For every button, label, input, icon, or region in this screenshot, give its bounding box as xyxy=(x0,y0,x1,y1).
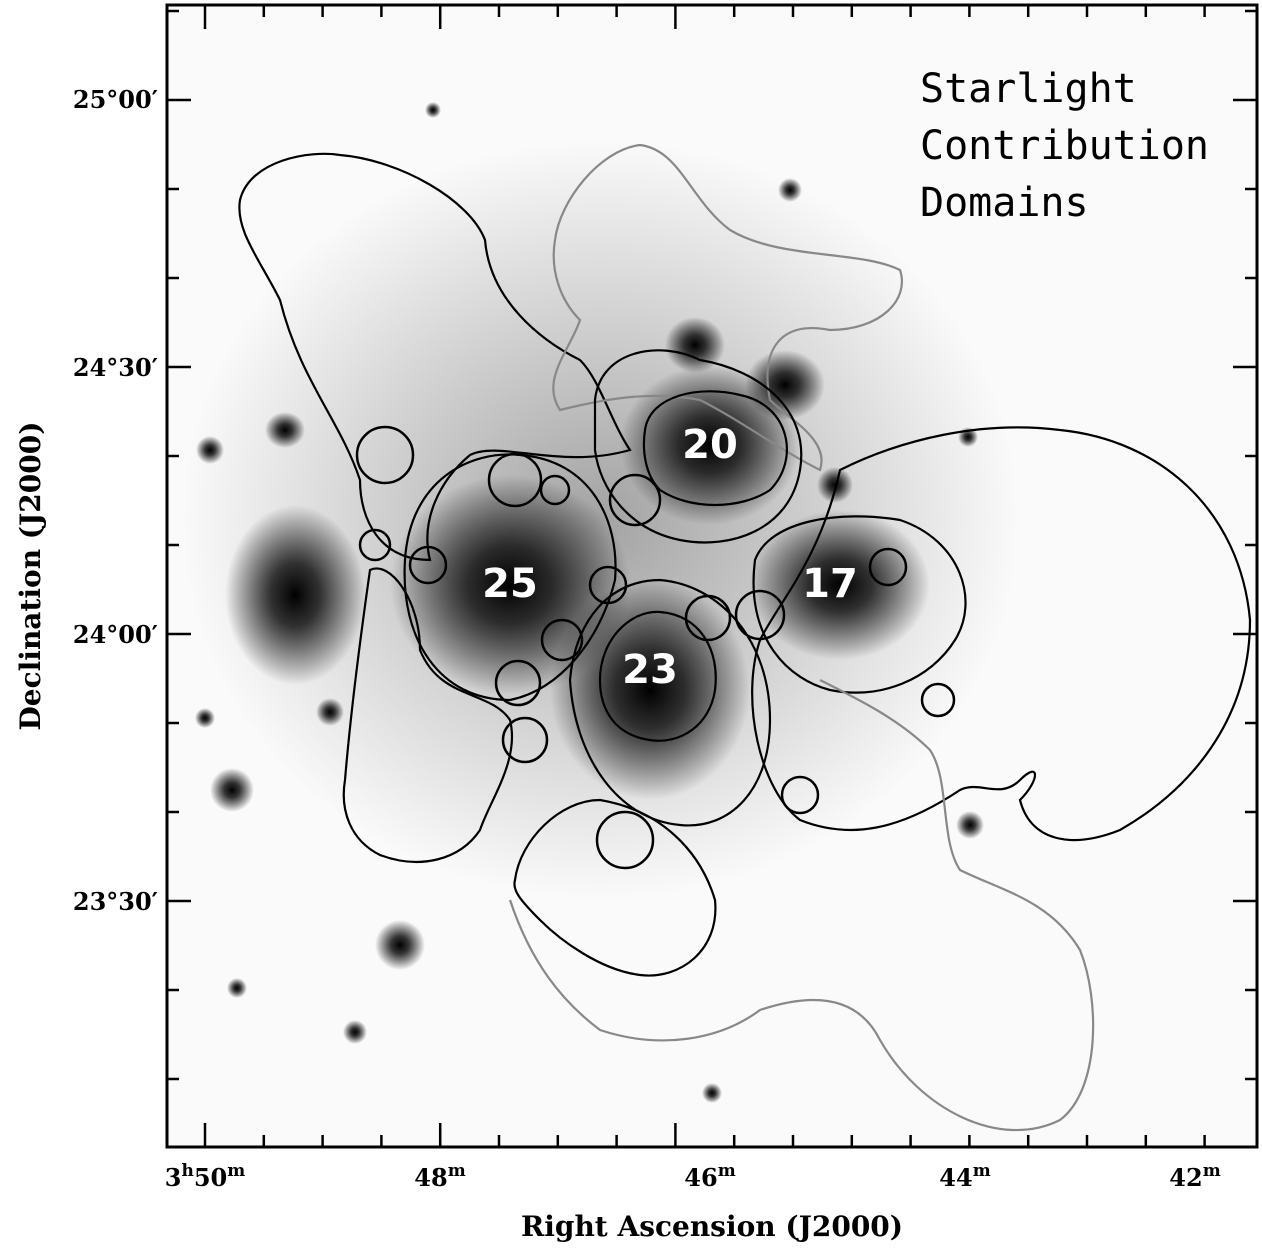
x-tick-label: 3h50m xyxy=(165,1161,245,1192)
x-tick-label-part: m xyxy=(448,1161,466,1181)
x-tick-label-part: h xyxy=(181,1161,193,1181)
x-tick-label-part: 3 xyxy=(165,1163,182,1192)
y-axis-label: Declination (J2000) xyxy=(14,422,47,731)
x-tick-label: 44m xyxy=(939,1161,990,1192)
domain-label: 17 xyxy=(802,561,858,607)
annotation-line: Domains xyxy=(920,180,1089,226)
x-tick-label-part: m xyxy=(973,1161,991,1181)
annotation-line: Starlight xyxy=(920,66,1137,112)
y-tick-label: 23°30′ xyxy=(73,887,158,916)
x-tick-label-part: 50 xyxy=(194,1163,227,1192)
x-tick-label-part: m xyxy=(227,1161,245,1181)
page: Right Ascension (J2000) Declination (J20… xyxy=(0,0,1262,1249)
x-tick-label-part: m xyxy=(1203,1161,1221,1181)
annotation-line: Contribution xyxy=(920,123,1209,169)
x-axis-label: Right Ascension (J2000) xyxy=(521,1210,903,1243)
x-tick-label-part: 46 xyxy=(684,1163,717,1192)
x-tick-label-part: 48 xyxy=(414,1163,447,1192)
x-tick-label: 46m xyxy=(684,1161,735,1192)
y-tick-label: 24°30′ xyxy=(73,353,158,382)
y-tick-label: 24°00′ xyxy=(73,620,158,649)
domain-label: 25 xyxy=(482,561,538,607)
domain-label: 23 xyxy=(622,647,678,693)
x-tick-label-part: 44 xyxy=(939,1163,972,1192)
x-tick-label-part: m xyxy=(718,1161,736,1181)
y-tick-label: 25°00′ xyxy=(73,85,158,114)
figure: Right Ascension (J2000) Declination (J20… xyxy=(0,0,1262,1249)
x-tick-label-part: 42 xyxy=(1169,1163,1202,1192)
x-tick-label: 48m xyxy=(414,1161,465,1192)
x-tick-label: 42m xyxy=(1169,1161,1220,1192)
image xyxy=(167,5,1257,1147)
domain-label: 20 xyxy=(682,422,738,468)
